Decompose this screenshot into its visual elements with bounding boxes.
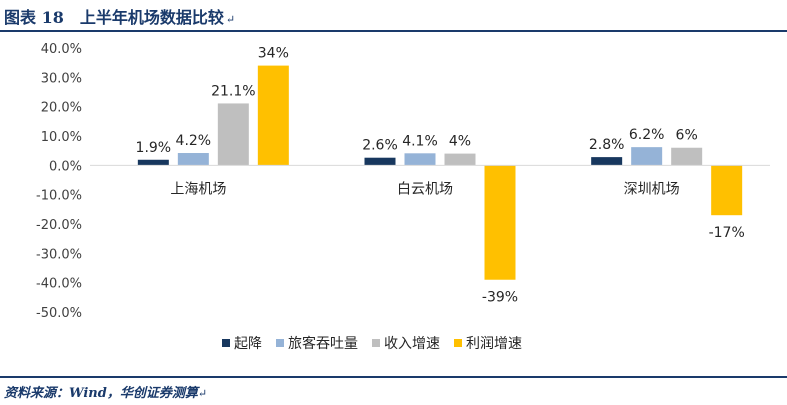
data-label: 4% (449, 134, 471, 150)
return-mark-icon: ↵ (197, 387, 208, 400)
figure-title-text: 图表 18 上半年机场数据比较 (4, 8, 224, 27)
bar-1-3 (484, 165, 516, 280)
bar-0-1 (177, 153, 209, 166)
y-tick-label: 20.0% (41, 101, 82, 116)
y-tick-label: -40.0% (36, 277, 82, 292)
legend-swatch-0 (222, 339, 230, 347)
bar-2-0 (591, 157, 623, 166)
bar-0-3 (257, 65, 289, 166)
data-label: 4.1% (402, 133, 438, 149)
data-labels: 1.9% 4.2% 21.1% 34% 2.6% 4.1% 4% -39% 2.8%6.2% 6%… (136, 46, 745, 306)
legend-label: 旅客吞吐量 (288, 335, 358, 352)
legend-swatch-3 (454, 339, 462, 347)
data-label: 4.2% (176, 133, 212, 149)
return-mark-icon: ↵ (225, 13, 236, 26)
category-label: 深圳机场 (624, 181, 680, 197)
figure-header: 图表 18 上半年机场数据比较 ↵ (0, 0, 787, 30)
data-label: 6.2% (629, 127, 665, 143)
data-label: 34% (258, 46, 289, 62)
y-tick-label: 10.0% (41, 130, 82, 145)
data-label: 1.9% (136, 140, 172, 156)
figure-title: 图表 18 上半年机场数据比较 ↵ (4, 4, 235, 28)
legend: 起降 旅客吞吐量 收入增速 利润增速 (222, 335, 522, 352)
legend-label: 利润增速 (466, 336, 522, 352)
source-note: 资料来源：Wind，华创证券测算↵ (4, 382, 207, 401)
data-label: 21.1% (211, 83, 255, 99)
legend-label: 收入增速 (384, 336, 440, 352)
source-text: 资料来源：Wind，华创证券测算 (4, 386, 198, 401)
header-rule (0, 30, 787, 32)
y-tick-label: -10.0% (36, 189, 82, 204)
bar-1-2 (444, 153, 476, 166)
category-label: 上海机场 (170, 181, 226, 197)
data-label: 2.6% (362, 138, 398, 154)
y-tick-label: -20.0% (36, 218, 82, 233)
bar-2-1 (631, 147, 663, 166)
legend-label: 起降 (234, 336, 262, 352)
bar-2-2 (671, 147, 703, 166)
bar-series (137, 65, 743, 280)
category-labels: 上海机场 白云机场 深圳机场 (170, 181, 679, 197)
bar-0-0 (137, 159, 169, 166)
data-label: -17% (709, 225, 745, 241)
y-tick-label: 0.0% (49, 159, 82, 174)
data-label: -39% (482, 290, 518, 306)
y-tick-label: 30.0% (41, 71, 82, 86)
bar-0-2 (217, 103, 249, 166)
bar-2-3 (711, 165, 743, 216)
data-label: 6% (676, 128, 698, 144)
legend-swatch-2 (372, 339, 380, 347)
bar-1-0 (364, 157, 396, 166)
bar-1-1 (404, 153, 436, 166)
legend-swatch-1 (276, 339, 284, 347)
bar-chart: 40.0% 30.0% 20.0% 10.0% 0.0% -10.0% -20.0% -30.… (36, 42, 770, 352)
data-label: 2.8% (589, 137, 625, 153)
category-label: 白云机场 (397, 181, 453, 197)
y-tick-label: 40.0% (41, 42, 82, 57)
footer-rule (0, 376, 787, 378)
y-tick-label: -30.0% (36, 247, 82, 262)
y-tick-label: -50.0% (36, 306, 82, 321)
y-axis: 40.0% 30.0% 20.0% 10.0% 0.0% -10.0% -20.0% -30.… (36, 42, 82, 321)
